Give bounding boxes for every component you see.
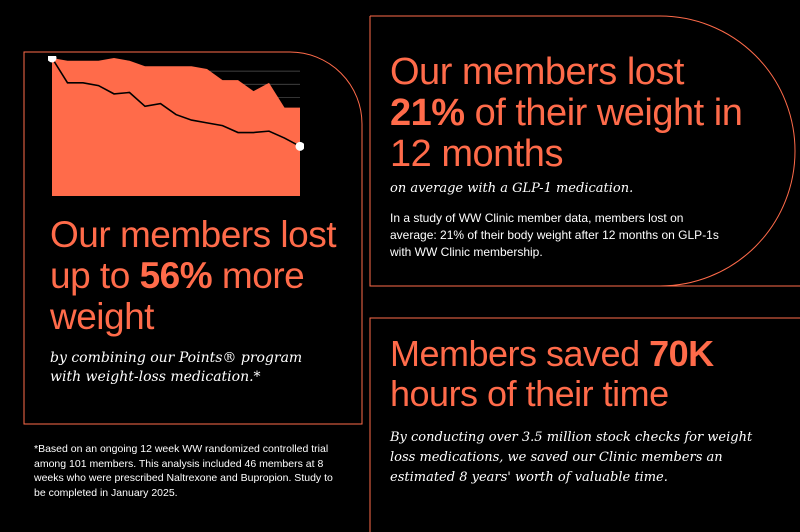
weight-loss-chart: [48, 56, 304, 196]
right-top-subheading: on average with a GLP-1 medication.: [390, 181, 634, 196]
footnote: *Based on an ongoing 12 week WW randomiz…: [34, 443, 333, 499]
right-top-body: In a study of WW Clinic member data, mem…: [390, 211, 719, 259]
left-headline: Our members lost up to 56% more weight: [50, 214, 337, 337]
left-headline-highlight: 56%: [139, 255, 213, 296]
right-top-headline: Our members lost 21% of their weight in …: [390, 51, 743, 175]
chart-start-point: [48, 56, 57, 63]
right-top-headline-highlight: 21%: [390, 92, 465, 134]
chart-area-series: [52, 58, 300, 196]
left-subheading: by combining our Points® program with we…: [50, 350, 303, 385]
chart-line-series: [51, 57, 301, 148]
right-bottom-headline: Members saved 70K hours of their time: [390, 333, 714, 414]
right-bottom-body: By conducting over 3.5 million stock che…: [390, 430, 753, 485]
right-bottom-headline-highlight: 70K: [649, 333, 714, 374]
chart-end-point: [295, 141, 304, 151]
